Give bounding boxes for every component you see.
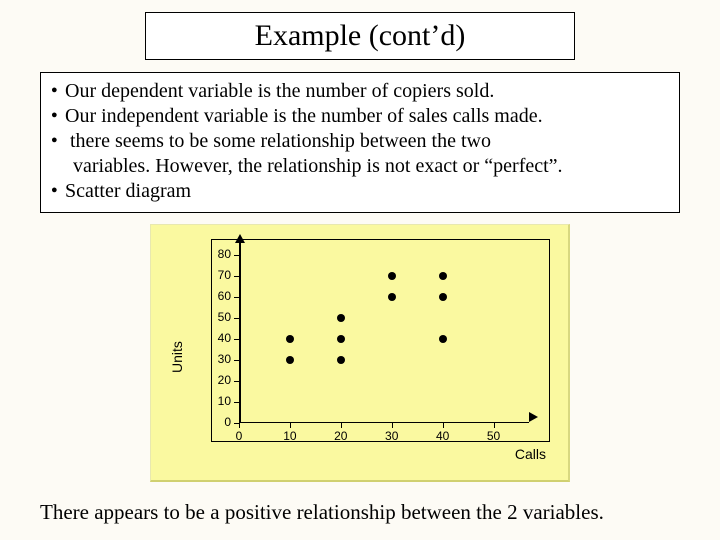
bullet-text: Our dependent variable is the number of …: [65, 80, 494, 102]
x-tick: [239, 423, 240, 428]
y-tick-label: 80: [207, 247, 231, 261]
data-point: [286, 356, 294, 364]
bullet-text: Scatter diagram: [65, 180, 191, 202]
y-tick-label: 60: [207, 289, 231, 303]
y-tick-label: 50: [207, 310, 231, 324]
chart-inner: Units Calls 0102030405060708001020304050: [161, 233, 558, 472]
data-point: [439, 335, 447, 343]
data-point: [337, 356, 345, 364]
y-tick: [234, 339, 239, 340]
slide-title: Example (cont’d): [145, 12, 575, 60]
x-tick-label: 20: [329, 429, 353, 443]
data-point: [439, 293, 447, 301]
y-tick-label: 40: [207, 331, 231, 345]
data-point: [388, 272, 396, 280]
x-tick-label: 50: [482, 429, 506, 443]
y-tick-label: 0: [207, 415, 231, 429]
caption-text: There appears to be a positive relations…: [40, 500, 604, 525]
bullet-4: ●Scatter diagram: [51, 179, 669, 204]
x-axis-arrow-icon: [529, 412, 538, 422]
y-tick: [234, 318, 239, 319]
bullet-icon: ●: [51, 134, 65, 148]
bullet-icon: ●: [51, 84, 65, 98]
x-tick-label: 0: [227, 429, 251, 443]
y-tick-label: 30: [207, 352, 231, 366]
bullet-3b: variables. However, the relationship is …: [51, 154, 669, 179]
y-axis-label: Units: [169, 341, 185, 373]
data-point: [337, 314, 345, 322]
y-tick-label: 20: [207, 373, 231, 387]
y-tick-label: 10: [207, 394, 231, 408]
bullet-text: there seems to be some relationship betw…: [65, 130, 491, 152]
bullet-text: Our independent variable is the number o…: [65, 105, 543, 127]
x-tick: [341, 423, 342, 428]
y-tick: [234, 255, 239, 256]
data-point: [388, 293, 396, 301]
y-tick-label: 70: [207, 268, 231, 282]
y-tick: [234, 297, 239, 298]
y-axis-line: [239, 241, 241, 423]
bullet-text: variables. However, the relationship is …: [73, 155, 563, 177]
bullet-icon: ●: [51, 184, 65, 198]
y-tick: [234, 360, 239, 361]
y-tick: [234, 276, 239, 277]
x-tick-label: 10: [278, 429, 302, 443]
x-tick: [392, 423, 393, 428]
y-tick: [234, 381, 239, 382]
x-tick-label: 30: [380, 429, 404, 443]
bullet-list: ●Our dependent variable is the number of…: [40, 72, 680, 213]
x-axis-line: [239, 422, 529, 424]
bullet-icon: ●: [51, 109, 65, 123]
data-point: [286, 335, 294, 343]
y-tick: [234, 402, 239, 403]
x-tick: [494, 423, 495, 428]
bullet-2: ●Our independent variable is the number …: [51, 104, 669, 129]
data-point: [439, 272, 447, 280]
x-tick-label: 40: [431, 429, 455, 443]
x-tick: [290, 423, 291, 428]
bullet-1: ●Our dependent variable is the number of…: [51, 79, 669, 104]
slide: Example (cont’d) ●Our dependent variable…: [0, 0, 720, 540]
x-tick: [443, 423, 444, 428]
bullet-3: ● there seems to be some relationship be…: [51, 129, 669, 154]
plot-area: 0102030405060708001020304050: [239, 245, 519, 423]
y-axis-arrow-icon: [235, 234, 245, 243]
scatter-chart: Units Calls 0102030405060708001020304050: [150, 224, 570, 482]
data-point: [337, 335, 345, 343]
x-axis-label: Calls: [515, 446, 546, 462]
